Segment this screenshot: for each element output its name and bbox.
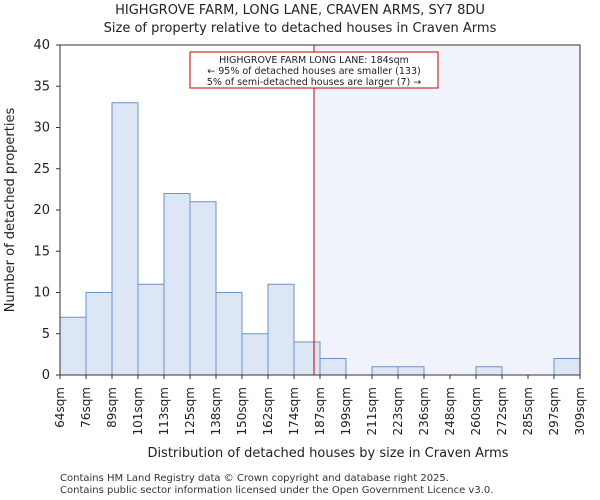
x-tick-label: 260sqm	[469, 387, 483, 435]
y-tick-label: 10	[33, 286, 50, 301]
x-tick-label: 162sqm	[261, 387, 275, 435]
y-tick-label: 25	[33, 162, 50, 177]
x-tick-label: 223sqm	[391, 387, 405, 435]
x-tick-label: 125sqm	[183, 387, 197, 435]
bar-211sqm	[371, 366, 399, 376]
x-tick-label: 150sqm	[235, 387, 249, 435]
y-tick-label: 5	[42, 327, 50, 342]
bar-113sqm	[163, 193, 191, 376]
y-tick-label: 30	[33, 121, 50, 136]
chart-title: HIGHGROVE FARM, LONG LANE, CRAVEN ARMS, …	[115, 3, 485, 18]
chart-subtitle: Size of property relative to detached ho…	[103, 21, 497, 36]
bar-187sqm	[319, 358, 347, 376]
annotation-line-1: HIGHGROVE FARM LONG LANE: 184sqm	[219, 55, 409, 66]
bar-150sqm	[241, 333, 269, 376]
bar-260sqm	[475, 366, 503, 376]
x-tick-label: 64sqm	[53, 387, 67, 428]
x-tick-label: 248sqm	[443, 387, 457, 435]
bar-297sqm	[553, 358, 581, 376]
y-tick-label: 0	[42, 368, 50, 383]
annotation-line-3: 5% of semi-detached houses are larger (7…	[207, 77, 421, 88]
highlight-region	[314, 45, 580, 375]
bar-64sqm	[59, 316, 87, 376]
footer-line-2: Contains public sector information licen…	[60, 485, 494, 496]
x-tick-label: 113sqm	[157, 387, 171, 435]
x-tick-label: 138sqm	[209, 387, 223, 435]
x-tick-label: 309sqm	[573, 387, 587, 435]
x-tick-label: 174sqm	[287, 387, 301, 435]
annotation-box	[189, 51, 439, 89]
y-tick-label: 15	[33, 244, 50, 259]
x-tick-label: 236sqm	[417, 387, 431, 435]
x-tick-label: 285sqm	[521, 387, 535, 435]
bar-162sqm	[267, 283, 295, 376]
bar-138sqm	[215, 292, 243, 376]
x-tick-label: 297sqm	[547, 387, 561, 435]
y-tick-label: 35	[33, 79, 50, 94]
x-tick-label: 272sqm	[495, 387, 509, 435]
bar-174sqm	[293, 341, 321, 376]
bar-125sqm	[189, 201, 217, 376]
y-axis-label: Number of detached properties	[3, 108, 18, 313]
bar-223sqm	[397, 366, 425, 376]
bar-101sqm	[137, 283, 165, 376]
x-tick-label: 211sqm	[365, 387, 379, 435]
x-tick-label: 76sqm	[79, 387, 93, 428]
x-tick-label: 187sqm	[313, 387, 327, 435]
x-tick-label: 101sqm	[131, 387, 145, 435]
bar-76sqm	[85, 292, 113, 376]
annotation-line-2: ← 95% of detached houses are smaller (13…	[207, 66, 420, 77]
y-tick-label: 40	[33, 38, 50, 53]
x-tick-label: 89sqm	[105, 387, 119, 428]
x-tick-label: 199sqm	[339, 387, 353, 435]
x-axis-label: Distribution of detached houses by size …	[147, 446, 508, 461]
bar-89sqm	[111, 102, 139, 376]
y-tick-label: 20	[33, 203, 50, 218]
footer-line-1: Contains HM Land Registry data © Crown c…	[60, 473, 449, 484]
